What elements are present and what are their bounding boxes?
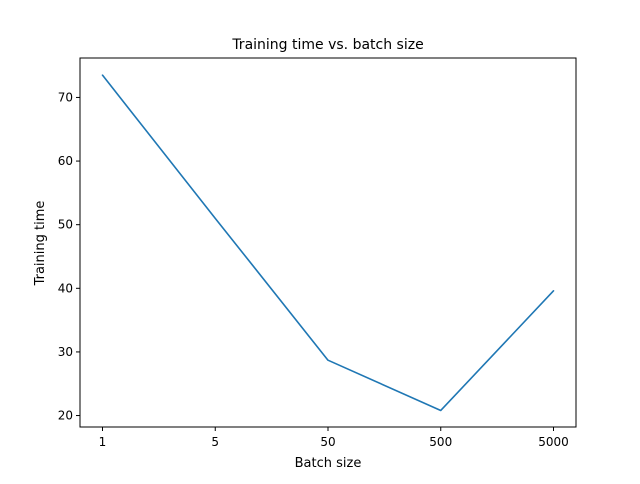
x-tick-label: 50 xyxy=(320,435,335,449)
x-tick-label: 1 xyxy=(99,435,107,449)
y-tick-label: 70 xyxy=(58,90,73,104)
series-layer xyxy=(101,74,555,412)
y-tick-label: 30 xyxy=(58,345,73,359)
y-tick-label: 40 xyxy=(58,281,73,295)
x-tick-label: 5000 xyxy=(538,435,569,449)
x-tick-label: 5 xyxy=(211,435,219,449)
chart-title: Training time vs. batch size xyxy=(231,37,423,53)
series-line xyxy=(101,74,555,412)
y-tick-label: 50 xyxy=(58,218,73,232)
y-axis-label: Training time xyxy=(33,201,48,287)
x-axis-label: Batch size xyxy=(295,456,362,471)
y-tick-label: 60 xyxy=(58,154,73,168)
y-tick-label: 20 xyxy=(58,409,73,423)
x-axis: 1 5 50 500 5000 xyxy=(99,427,569,449)
x-tick-label: 500 xyxy=(429,435,452,449)
plot-area-frame xyxy=(79,57,577,428)
y-axis: 20 30 40 50 60 70 xyxy=(58,90,80,423)
